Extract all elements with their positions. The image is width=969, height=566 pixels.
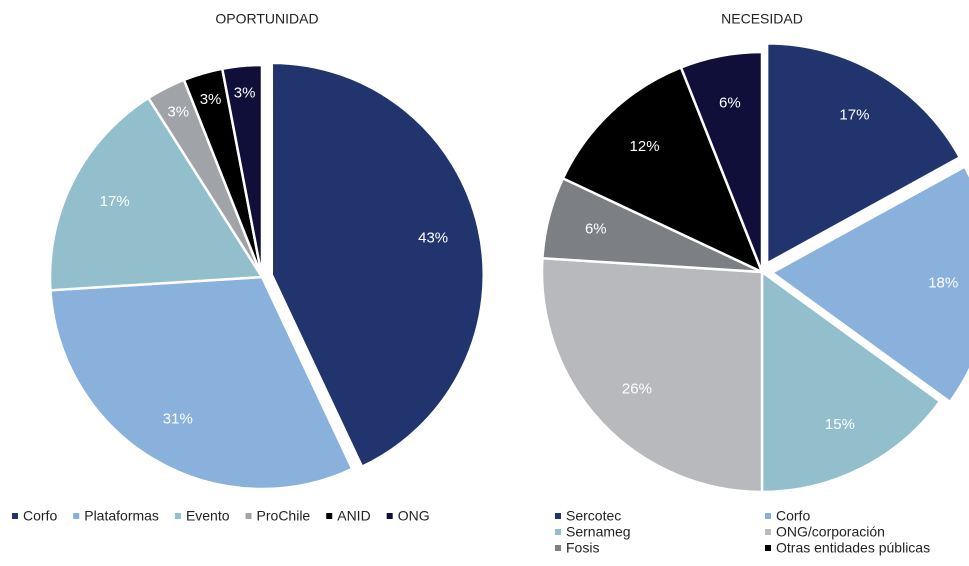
- legend-swatch: [765, 529, 771, 535]
- slice-label: 43%: [418, 230, 448, 247]
- legend-swatch: [765, 545, 771, 551]
- slice-label: 15%: [825, 416, 855, 433]
- legend-swatch: [12, 513, 18, 519]
- pie-slice: [760, 269, 942, 494]
- legend-swatch: [555, 545, 561, 551]
- slice-label: 18%: [928, 274, 958, 291]
- legend-label: Fosis: [566, 540, 599, 556]
- pie-slice: [561, 65, 765, 275]
- legend-label: ProChile: [257, 508, 311, 524]
- pie-slice: [270, 61, 486, 469]
- pie-slice: [679, 50, 764, 273]
- pie-slice: [48, 96, 265, 292]
- slice-label: 12%: [630, 138, 660, 155]
- slice-label: 6%: [585, 220, 607, 237]
- pie-slice: [765, 42, 962, 266]
- pie-slice: [540, 256, 764, 494]
- legend-label: Otras entidades públicas: [776, 540, 930, 556]
- legend-label: Corfo: [23, 508, 57, 524]
- slice-label: 6%: [719, 94, 741, 111]
- chart-title: OPORTUNIDAD: [215, 11, 318, 27]
- legend-label: Evento: [186, 508, 230, 524]
- legend-label: Sernameg: [566, 524, 631, 540]
- legend-swatch: [174, 513, 181, 519]
- legend-label: Corfo: [776, 508, 810, 524]
- slice-label: 3%: [234, 84, 256, 101]
- slice-label: 3%: [200, 91, 222, 108]
- legend-swatch: [555, 529, 561, 535]
- legend-swatch: [73, 513, 80, 519]
- pie-slice: [220, 63, 264, 278]
- legend-swatch: [245, 513, 252, 519]
- chart-title: NECESIDAD: [721, 11, 803, 27]
- slice-label: 17%: [839, 107, 869, 124]
- legend-label: Plataformas: [84, 508, 159, 524]
- legend-label: ONG: [398, 508, 430, 524]
- slice-label: 17%: [100, 193, 130, 210]
- legend-swatch: [386, 513, 393, 519]
- slice-label: 3%: [167, 104, 189, 121]
- legend-swatch: [326, 513, 333, 519]
- legend-label: ONG/corporación: [776, 524, 885, 540]
- pie-slice: [769, 164, 969, 404]
- legend-label: Sercotec: [566, 508, 621, 524]
- pie-slice: [49, 275, 354, 491]
- legend-swatch: [765, 513, 771, 519]
- legend-label: ANID: [337, 508, 370, 524]
- slice-label: 31%: [163, 410, 193, 427]
- slice-label: 26%: [622, 380, 652, 397]
- legend-swatch: [555, 513, 561, 519]
